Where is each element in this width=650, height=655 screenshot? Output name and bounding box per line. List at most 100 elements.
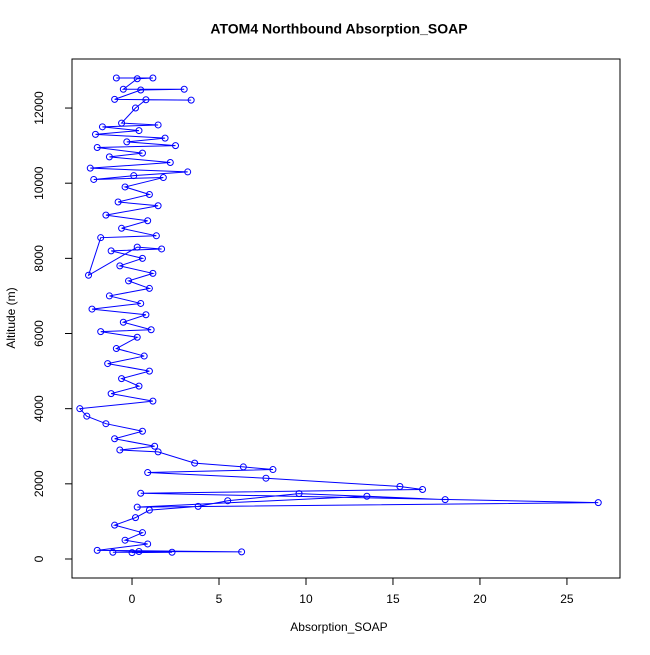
data-point [145,506,153,514]
data-point [140,352,148,360]
data-point [133,333,141,341]
data-point [88,305,96,313]
data-point [85,271,93,279]
data-point [76,405,84,413]
data-point [121,183,129,191]
data-point [107,247,115,255]
y-tick-label: 4000 [32,395,46,422]
x-tick-label: 0 [129,592,136,606]
data-point [187,96,195,104]
data-point [83,412,91,420]
data-point [130,172,138,180]
data-point [90,175,98,183]
data-point [239,463,247,471]
x-tick-label: 5 [216,592,223,606]
data-point [142,96,150,104]
data-point [145,367,153,375]
data-point [149,397,157,405]
data-point [135,547,143,555]
data-point [116,262,124,270]
data-point [133,243,141,251]
data-point [137,489,145,497]
data-point [135,127,143,135]
data-point [419,485,427,493]
data-point [295,490,303,498]
data-point [396,482,404,490]
data-point [144,217,152,225]
y-tick-label: 6000 [32,320,46,347]
data-point [138,427,146,435]
data-point [86,164,94,172]
data-point [123,138,131,146]
data-point [594,499,602,507]
data-point [102,211,110,219]
data-point [91,130,99,138]
chart-title: ATOM4 Northbound Absorption_SOAP [210,21,467,37]
data-point [363,492,371,500]
data-point [149,74,157,82]
data-point [97,234,105,242]
data-point [105,153,113,161]
data-point [191,459,199,467]
x-tick-label: 10 [299,592,313,606]
y-tick-label: 8000 [32,245,46,272]
data-point [145,284,153,292]
data-point [142,311,150,319]
y-axis-label: Altitude (m) [4,287,18,348]
data-point [145,190,153,198]
data-point [109,548,117,556]
data-point [118,375,126,383]
data-point [238,548,246,556]
y-tick-label: 2000 [32,470,46,497]
data-point [118,119,126,127]
data-point [111,95,119,103]
data-point [133,75,141,83]
data-point [224,497,232,505]
data-point [269,466,277,474]
data-point [133,503,141,511]
data-point [149,269,157,277]
data-point [441,496,449,504]
data-point [97,328,105,336]
data-point [168,548,176,556]
data-point [93,546,101,554]
data-point [158,245,166,253]
data-point [194,502,202,510]
data-point [154,121,162,129]
x-tick-label: 15 [386,592,400,606]
data-point [114,198,122,206]
data-point [105,292,113,300]
x-axis-label: Absorption_SOAP [290,620,387,634]
data-point [138,529,146,537]
data-point [107,390,115,398]
data-point [166,159,174,167]
data-point [144,469,152,477]
data-point [262,474,270,482]
data-point [98,123,106,131]
x-tick-label: 25 [560,592,574,606]
data-point [112,345,120,353]
data-point [131,514,139,522]
data-point [172,142,180,150]
data-point [154,448,162,456]
data-point [151,442,159,450]
data-point [104,360,112,368]
data-point [159,174,167,182]
data-point [112,74,120,82]
data-point [128,549,136,557]
data-point [102,420,110,428]
data-point [111,521,119,529]
data-point [121,536,129,544]
data-point [119,85,127,93]
data-point [138,254,146,262]
data-point [184,168,192,176]
y-tick-label: 0 [32,555,46,562]
y-tick-label: 12000 [32,91,46,125]
data-point [154,202,162,210]
data-point [180,85,188,93]
data-point [131,104,139,112]
data-point [137,299,145,307]
data-point [135,382,143,390]
x-tick-label: 20 [473,592,487,606]
